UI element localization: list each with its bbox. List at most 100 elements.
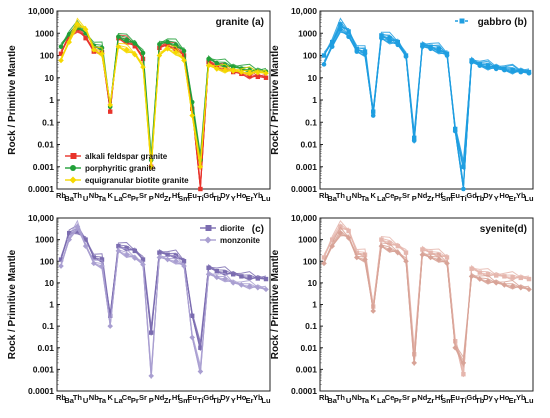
data-point [321,260,327,267]
data-point [238,282,245,288]
element-label: Ho [236,191,246,200]
data-point [132,51,138,58]
element-label: Y [231,194,236,203]
data-point [502,67,507,73]
data-point [198,345,203,350]
panel-b: 0.0001 0.001 0.01 0.1 1 10 100 1000 10,000 Rock /… [270,6,534,203]
y-tick-label: 10,000 [291,213,317,223]
element-label: Rb [319,191,329,200]
data-point [140,64,146,70]
data-point [403,250,409,255]
data-point [329,44,335,49]
element-label: K [370,191,376,200]
element-label: Er [509,194,517,203]
element-label: Lu [524,194,534,203]
data-point [74,21,81,28]
data-point [461,186,466,192]
data-point [346,34,351,39]
data-point [67,230,72,236]
data-point [346,228,351,234]
data-point [461,164,466,169]
panel-title: granite (a) [216,17,264,28]
data-point [477,270,482,275]
data-point [419,251,426,258]
series-2 [321,22,532,192]
data-point [222,270,228,275]
y-tick-label: 10,000 [28,6,54,16]
data-point [263,70,269,77]
y-tick-label: 0.01 [300,140,317,150]
y-tick-label: 0.1 [42,117,54,127]
element-label: Ba [64,194,74,203]
element-label: Nb [89,393,99,402]
data-point [82,243,89,249]
data-point [115,248,122,254]
data-point [156,254,163,261]
element-label: Sr [402,393,410,402]
data-point [165,252,170,257]
element-label: Nb [352,393,362,402]
data-point [510,275,515,280]
y-tick-label: 1000 [298,235,317,245]
y-tick-label: 10,000 [291,6,317,16]
data-point [477,63,483,68]
element-label: Eu [187,393,197,402]
element-label: Ho [236,393,246,402]
element-label: Rb [319,393,329,402]
element-label: Zr [427,194,435,203]
data-point [107,102,113,108]
data-point [58,44,64,49]
element-label: Pr [394,194,402,203]
element-label: Ba [327,396,337,405]
element-label: Yb [253,191,263,200]
element-label: Ce [385,191,395,200]
y-tick-label: 0.0001 [28,386,54,396]
data-point [132,248,137,254]
legend-marker [70,153,77,159]
element-label: Dy [220,191,230,200]
data-point [518,69,524,75]
data-point [231,272,236,277]
data-point [518,284,524,291]
data-point [255,284,261,291]
element-label: P [149,396,154,405]
data-point [124,37,129,43]
element-label: P [412,396,417,405]
panel-c: 0.0001 0.001 0.01 0.1 1 10 100 1000 10,000 Rock /… [7,213,271,405]
data-point [230,280,236,286]
element-label: Th [336,191,346,200]
series-2 [321,226,532,368]
data-point [156,52,163,59]
element-label: Ta [98,194,107,203]
y-axis-label: Rock / Primitive Mantle [7,249,18,359]
data-point [214,66,220,72]
data-point [190,106,195,112]
data-point [330,237,335,242]
element-label: Ta [98,396,107,405]
data-point [75,228,80,234]
data-point [386,246,393,253]
data-point [493,66,499,72]
element-label: Lu [261,194,271,203]
data-point [58,57,64,64]
data-point [526,70,532,76]
element-label: Er [246,194,254,203]
data-point [108,313,113,319]
data-point [370,113,376,118]
y-tick-label: 0.01 [300,343,317,353]
data-point [181,57,187,64]
element-label: Ti [460,396,467,405]
element-label: Rb [56,191,66,200]
y-tick-label: 100 [40,256,54,266]
element-label: La [377,396,387,405]
data-point [132,44,137,49]
data-point [362,51,368,57]
data-point [461,371,466,377]
data-point [173,46,178,52]
data-point [157,250,162,255]
data-point [173,49,179,56]
data-point [485,278,491,284]
data-point [91,47,97,53]
data-point [379,35,384,41]
data-point [387,38,392,44]
